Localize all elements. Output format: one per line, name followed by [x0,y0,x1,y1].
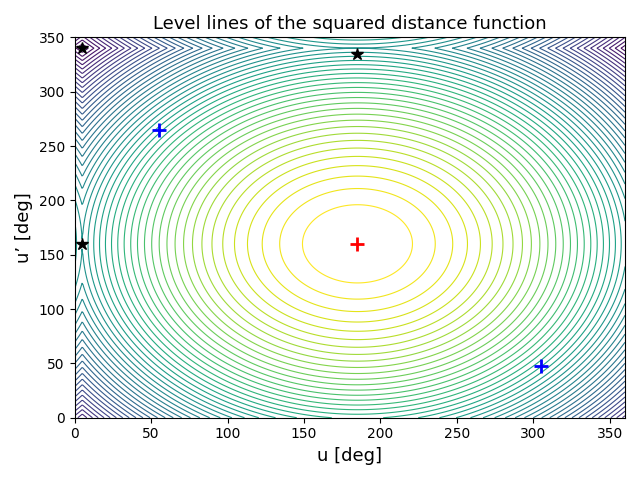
Y-axis label: u’ [deg]: u’ [deg] [15,192,33,263]
Title: Level lines of the squared distance function: Level lines of the squared distance func… [153,15,547,33]
X-axis label: u [deg]: u [deg] [317,447,382,465]
